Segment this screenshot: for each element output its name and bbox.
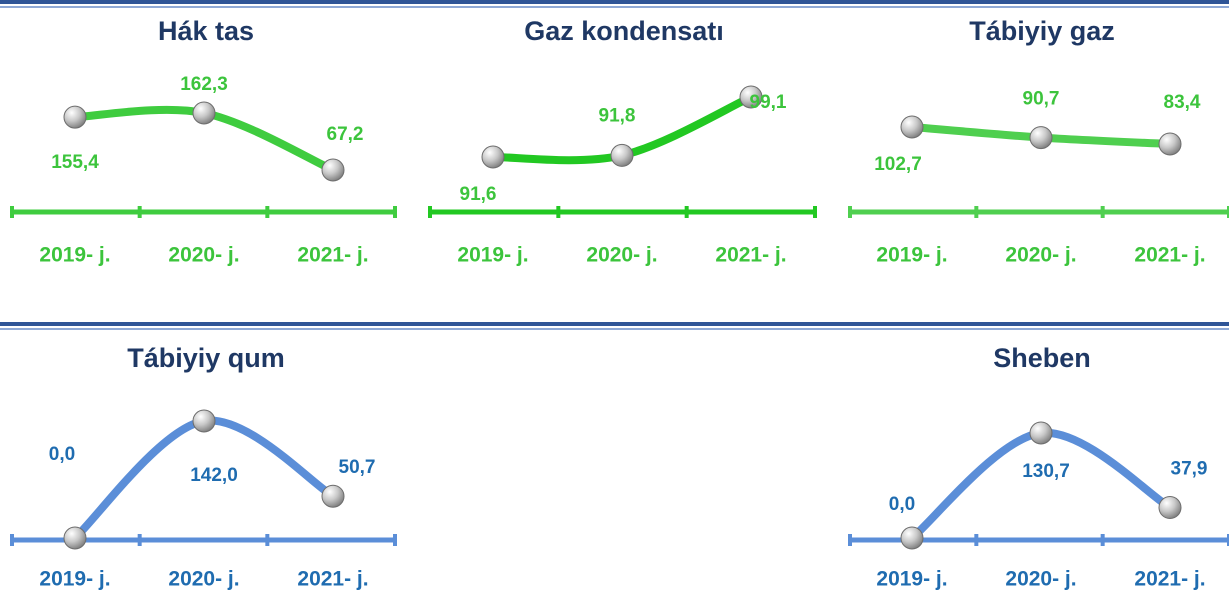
value-label: 83,4 [1164,92,1201,113]
point [900,526,924,550]
point [192,409,216,433]
point [321,158,345,182]
point [63,526,87,550]
value-label: 99,1 [750,92,787,113]
value-label: 155,4 [51,152,99,173]
point [481,145,505,169]
x-tick-label: 2020- j. [168,244,239,267]
point [1029,421,1053,445]
value-label: 90,7 [1023,89,1060,110]
point [1029,126,1053,150]
x-tick-label: 2021- j. [297,244,368,267]
chart-title: Hák tas [158,16,254,46]
point [900,115,924,139]
value-label: 67,2 [327,124,364,145]
value-label: 91,8 [599,105,636,126]
value-label: 37,9 [1171,459,1208,480]
x-tick-label: 2020- j. [1005,244,1076,267]
point [739,85,763,109]
point [1158,496,1182,520]
x-tick-label: 2019- j. [876,568,947,591]
value-label: 130,7 [1022,461,1070,482]
header-rule [0,0,1229,4]
chart-title: Gaz kondensatı [524,16,724,46]
point [1158,132,1182,156]
chart-title: Sheben [993,343,1091,373]
chart-title: Tábiyiy qum [127,343,285,373]
x-tick-label: 2021- j. [1134,568,1205,591]
section-rule [0,328,1229,330]
value-label: 91,6 [460,184,497,205]
point [192,101,216,125]
value-label: 162,3 [180,74,228,95]
x-tick-label: 2021- j. [1134,244,1205,267]
value-label: 142,0 [190,465,238,486]
x-tick-label: 2020- j. [168,568,239,591]
x-tick-label: 2020- j. [1005,568,1076,591]
value-label: 50,7 [339,457,376,478]
x-tick-label: 2019- j. [876,244,947,267]
x-tick-label: 2019- j. [457,244,528,267]
section-rule [0,322,1229,326]
value-label: 102,7 [874,154,922,175]
x-tick-label: 2019- j. [39,568,110,591]
x-tick-label: 2019- j. [39,244,110,267]
x-tick-label: 2021- j. [297,568,368,591]
chart-title: Tábiyiy gaz [969,16,1115,46]
header-rule [0,6,1229,8]
value-label: 0,0 [49,444,75,465]
value-label: 0,0 [889,494,915,515]
x-tick-label: 2020- j. [586,244,657,267]
point [321,484,345,508]
point [63,105,87,129]
series-line [908,428,1174,542]
point [610,143,634,167]
x-tick-label: 2021- j. [715,244,786,267]
